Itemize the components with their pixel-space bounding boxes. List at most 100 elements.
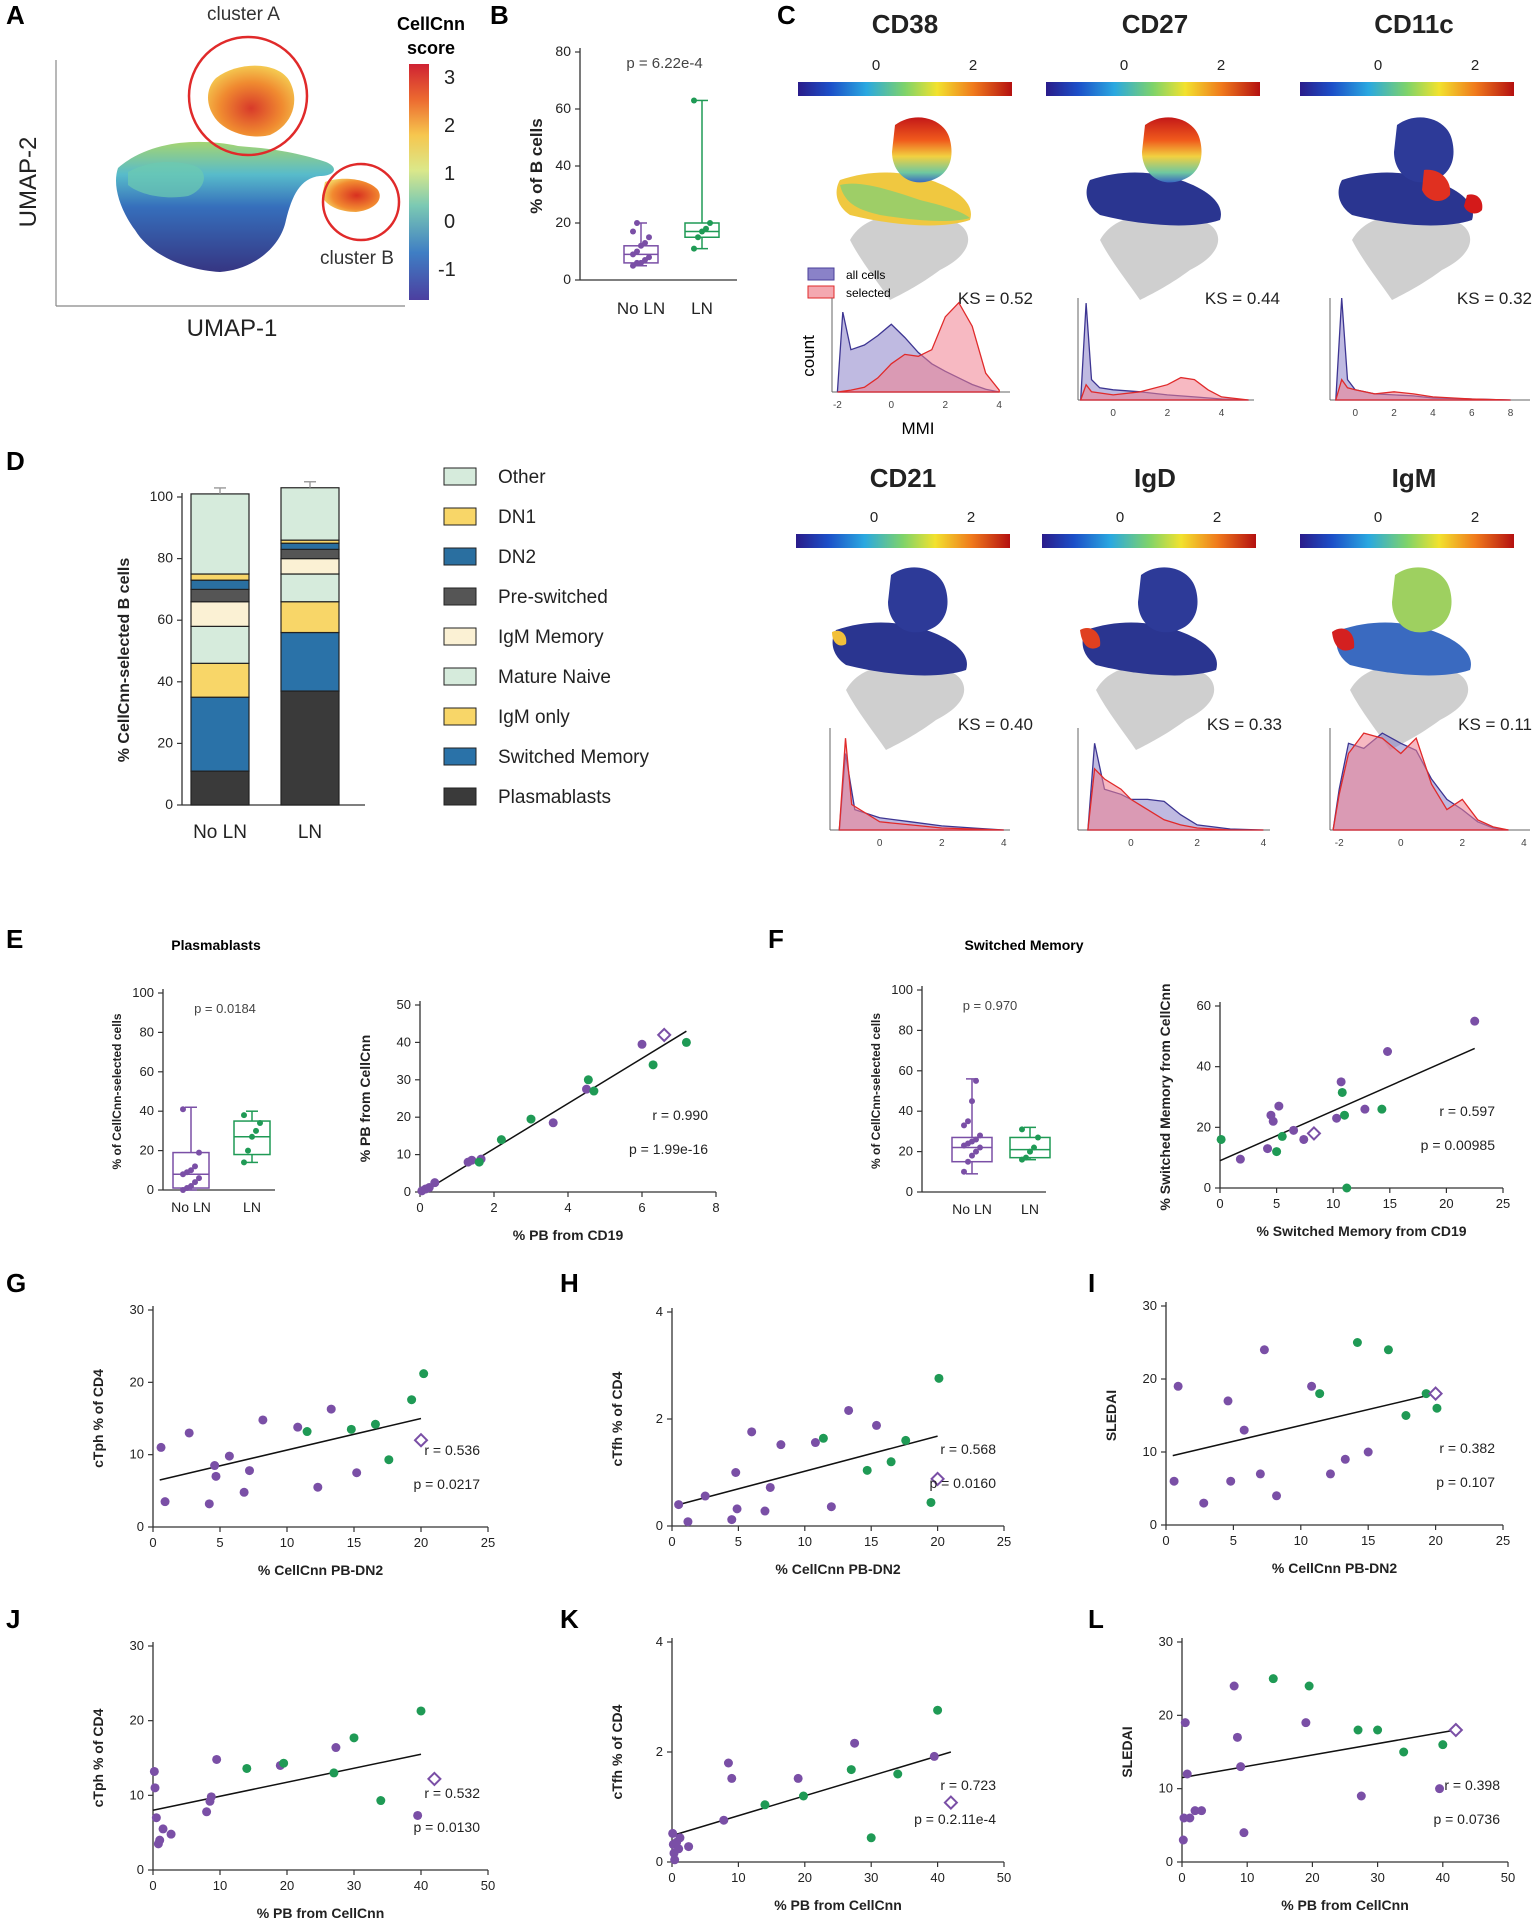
scatter-point-ln	[1277, 1131, 1287, 1141]
stacked-y-label: % CellCnn-selected B cells	[116, 558, 133, 763]
box-y-label: % of B cells	[527, 118, 546, 213]
panel-letter-e: E	[6, 924, 23, 954]
panel-c-marker-maps: all cells selected count MMI	[796, 82, 1514, 750]
y-tick-label: 60	[157, 611, 173, 627]
x-tick-label: 30	[1370, 1870, 1384, 1885]
scatter-point-noln	[1383, 1047, 1393, 1056]
scatter-point-noln	[1263, 1144, 1273, 1154]
y-tick-label: 20	[1143, 1371, 1157, 1386]
stacked-segment	[190, 625, 250, 664]
stacked-segment	[280, 557, 340, 575]
y-tick-label: 0	[656, 1518, 663, 1533]
panel-letter-j: J	[6, 1604, 20, 1634]
y-tick-label: 20	[899, 1144, 913, 1159]
regression-line	[159, 1417, 422, 1481]
scatter-point-noln	[700, 1491, 710, 1501]
legend-label: Other	[498, 467, 546, 488]
box-point	[180, 1106, 186, 1113]
scatter-point-ln	[1340, 1110, 1350, 1120]
box-point	[253, 1127, 259, 1134]
scatter-point-ln	[1377, 1104, 1387, 1114]
scatter-point-noln	[331, 1743, 341, 1753]
y-tick-label: 4	[656, 1304, 663, 1319]
scatter-point-noln	[150, 1783, 160, 1793]
scatter-point-noln	[776, 1440, 786, 1450]
scatter-point-noln	[1325, 1469, 1335, 1479]
cluster-a-circle	[187, 35, 309, 157]
scatter-r-value: r = 0.398	[1444, 1777, 1500, 1793]
y-tick-label: 20	[1197, 1119, 1211, 1134]
y-tick-label: 40	[555, 157, 571, 173]
scatter-y-label: SLEDAI	[1119, 1726, 1135, 1777]
marker-title: IgM	[1392, 463, 1437, 493]
box-category-label: LN	[1021, 1201, 1039, 1217]
scatter-point-diamond	[943, 1795, 959, 1811]
scatter-point-ln	[1352, 1338, 1362, 1347]
scatter-point-noln	[844, 1405, 854, 1415]
scatter-point-diamond	[426, 1771, 442, 1787]
box-point	[965, 1118, 971, 1125]
hist-x-tick-label: 4	[1521, 838, 1527, 849]
scatter-point-ln	[526, 1114, 536, 1124]
scatter-point-noln	[929, 1751, 939, 1761]
scatter-point-ln	[798, 1791, 808, 1801]
box-point	[634, 248, 640, 255]
marker-igd: IgD 0 2 KS = 0.33 0 2 4	[1077, 463, 1282, 849]
scatter-point-noln	[1190, 1806, 1200, 1816]
scatter-point-noln	[1169, 1476, 1179, 1486]
box-point	[977, 1132, 983, 1139]
panel-letter-l: L	[1088, 1604, 1104, 1634]
colorbar-title-line2: score	[407, 38, 455, 58]
scatter-point-ln	[416, 1706, 426, 1716]
y-tick-label: 80	[555, 43, 571, 59]
box-category-label: No LN	[171, 1199, 211, 1215]
scatter-point-noln	[1185, 1813, 1195, 1823]
igm-colorbar	[1300, 534, 1514, 548]
hist-x-tick-label: 4	[1001, 838, 1007, 849]
box-point	[241, 1159, 247, 1166]
scatter-point-noln	[637, 1039, 647, 1049]
legend-label: DN1	[498, 507, 536, 528]
scatter-point-noln	[224, 1451, 234, 1461]
scatter-point-ln	[926, 1497, 936, 1507]
cd38-colorbar	[798, 82, 1012, 96]
legend-all-cells-swatch	[807, 267, 835, 281]
y-tick-label: 10	[1159, 1781, 1173, 1796]
umap-x-label: UMAP-1	[187, 315, 278, 342]
scatter-point-noln	[1301, 1718, 1311, 1728]
regression-line	[419, 1030, 687, 1195]
x-tick-label: 50	[481, 1878, 495, 1893]
box-point	[973, 1136, 979, 1143]
scatter-point-noln	[1259, 1345, 1269, 1355]
box-point	[188, 1167, 194, 1174]
y-tick-label: 20	[1159, 1707, 1173, 1722]
x-tick-label: 5	[1273, 1196, 1280, 1211]
scatter-x-label: % Switched Memory from CD19	[1256, 1223, 1466, 1239]
x-tick-label: 40	[930, 1870, 944, 1885]
x-tick-label: 20	[1428, 1533, 1442, 1548]
scatter-point-diamond	[930, 1471, 946, 1487]
scatter-y-label: cTfh % of CD4	[609, 1371, 625, 1466]
box-point	[249, 1133, 255, 1140]
scatter-point-ln	[818, 1433, 828, 1443]
scatter-y-label: % PB from CellCnn	[357, 1035, 373, 1163]
marker-cd27: CD27 0 2 KS = 0.44 0 2 4	[1077, 9, 1280, 419]
hist-x-tick-label: 2	[1391, 408, 1397, 419]
x-tick-label: 5	[735, 1534, 742, 1549]
cluster-b-label: cluster B	[320, 248, 394, 269]
box-p-value: p = 0.0184	[194, 1001, 256, 1016]
legend-label: Mature Naive	[498, 667, 611, 688]
scatter-point-diamond	[413, 1432, 429, 1448]
regression-line	[1219, 1047, 1476, 1162]
scatter-r-value: r = 0.382	[1439, 1440, 1495, 1456]
box-point	[634, 220, 640, 226]
panel-d-legend: Other DN1 DN2 Pre-switched IgM Memory Mature …	[443, 467, 649, 808]
hist-selected-cells	[1087, 767, 1264, 831]
box-category-label: No LN	[952, 1201, 992, 1217]
y-tick-label: 10	[130, 1787, 144, 1802]
scatter-point-noln	[1340, 1454, 1350, 1464]
legend-label: IgM only	[498, 707, 570, 728]
y-tick-label: 0	[147, 1182, 154, 1197]
y-tick-label: 2	[656, 1411, 663, 1426]
scatter-point-noln	[1178, 1835, 1188, 1845]
